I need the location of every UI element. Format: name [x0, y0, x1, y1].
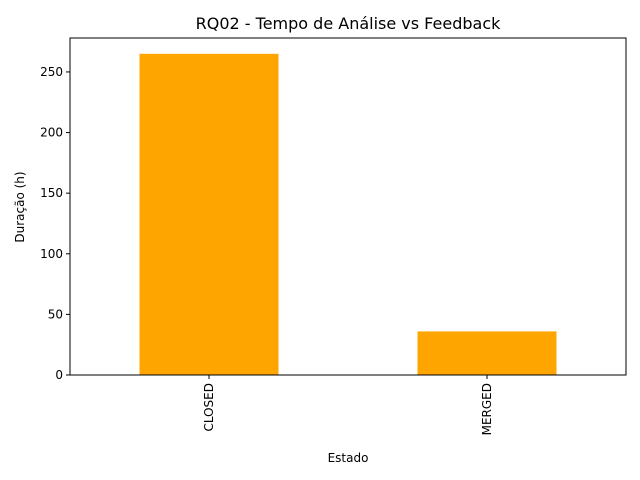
y-tick-label: 150 — [40, 186, 63, 200]
x-tick-label: MERGED — [480, 383, 494, 435]
y-tick-label: 250 — [40, 65, 63, 79]
x-tick-label: CLOSED — [202, 383, 216, 432]
y-tick-label: 0 — [55, 368, 63, 382]
x-axis-ticks: CLOSED MERGED — [202, 375, 494, 435]
y-tick-label: 50 — [48, 307, 63, 321]
x-axis-label: Estado — [328, 451, 369, 465]
plot-area-frame — [69, 37, 627, 376]
chart-title: RQ02 - Tempo de Análise vs Feedback — [196, 14, 501, 33]
bar-closed — [139, 53, 279, 376]
y-tick-label: 200 — [40, 126, 63, 140]
bars-group — [139, 53, 557, 376]
bar-merged — [417, 331, 557, 375]
y-axis-ticks: 0 50 100 150 200 250 — [40, 65, 70, 382]
y-tick-label: 100 — [40, 247, 63, 261]
y-axis-label: Duração (h) — [13, 171, 27, 242]
